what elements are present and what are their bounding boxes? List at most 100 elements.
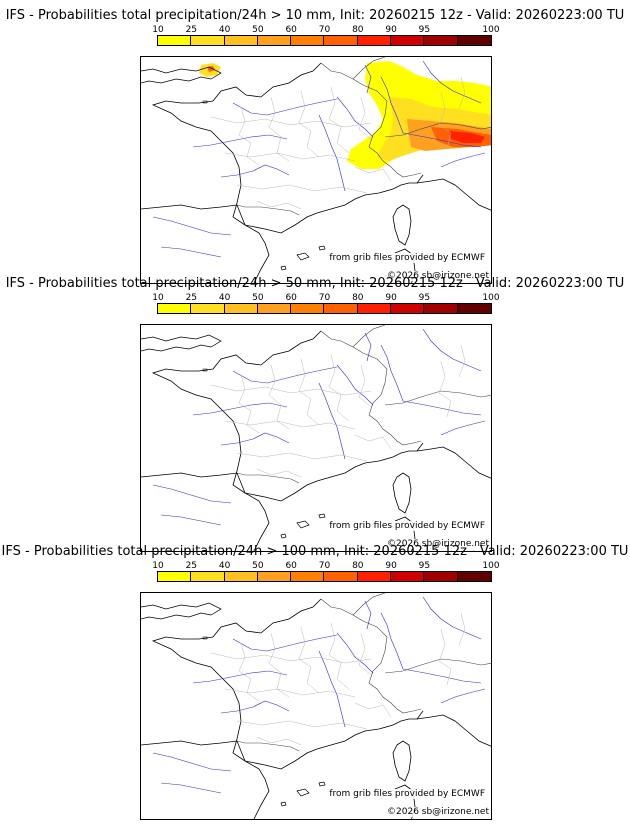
border-france-belgium-germany	[320, 62, 422, 178]
map-background	[141, 593, 491, 819]
source-credit: from grib files provided by ECMWF	[329, 253, 485, 263]
precipitation-map: from grib files provided by ECMWF ©2026 …	[140, 56, 492, 284]
island-mallorca	[296, 520, 310, 529]
coastline-italy	[416, 446, 491, 479]
border-pyrenees	[236, 204, 300, 216]
border-pyrenees	[236, 740, 300, 752]
map-canvas	[141, 325, 491, 551]
colorbar-segment	[257, 304, 292, 313]
colorbar-segment	[424, 572, 458, 581]
colorbar-bar	[157, 35, 492, 46]
colorbar-tick-label: 10	[152, 293, 164, 303]
rivers	[152, 596, 486, 794]
colorbar-segment	[224, 304, 258, 313]
admin-boundaries	[210, 76, 466, 210]
panel-title: IFS - Probabilities total precipitation/…	[5, 276, 625, 291]
colorbar-segment	[324, 572, 358, 581]
colorbar-tick-label: 70	[318, 293, 331, 303]
border-france-belgium-germany	[320, 598, 422, 714]
colorbar-tick-label: 90	[385, 293, 397, 303]
colorbar-tick-label: 60	[285, 561, 297, 571]
colorbar-segment	[158, 304, 192, 313]
coastline-spain	[141, 740, 270, 819]
colorbar-tick-label: 95	[418, 561, 431, 571]
coastline-italy	[416, 178, 491, 211]
colorbar-segment	[257, 572, 292, 581]
colorbar-segment	[224, 36, 258, 45]
colorbar-tick-label: 50	[252, 25, 264, 35]
colorbar-segment	[324, 36, 358, 45]
colorbar-tick-label: 25	[185, 561, 198, 571]
admin-boundaries	[210, 344, 466, 478]
colorbar-segment	[291, 572, 325, 581]
colorbar-segment	[357, 304, 392, 313]
coastline-france	[151, 330, 424, 502]
island-ibiza	[280, 265, 287, 271]
island-corsica	[392, 472, 412, 514]
colorbar-tick-label: 80	[352, 561, 364, 571]
colorbar-segment	[424, 36, 458, 45]
precipitation-map: from grib files provided by ECMWF ©2026 …	[140, 592, 492, 820]
colorbar-tick-label: 50	[252, 561, 264, 571]
island-ibiza	[280, 533, 287, 539]
coastline-spain	[141, 472, 270, 551]
border-swiss-italy	[384, 658, 491, 674]
admin-boundaries	[210, 612, 466, 746]
colorbar-tick-label: 25	[185, 25, 198, 35]
rivers	[152, 60, 486, 258]
map-canvas	[141, 593, 491, 819]
colorbar-tick-label: 100	[482, 25, 500, 35]
colorbar-tick-label: 90	[385, 561, 397, 571]
panel-title: IFS - Probabilities total precipitation/…	[1, 544, 629, 559]
colorbar-tick-label: 40	[218, 561, 231, 571]
island-ibiza	[280, 801, 287, 807]
border-swiss-italy	[384, 122, 491, 138]
colorbar-segment	[357, 36, 392, 45]
colorbar-tick-label: 40	[218, 293, 231, 303]
coastline-france	[151, 62, 424, 234]
map-canvas	[141, 57, 491, 283]
probability-colorbar: 10 25 40 50 60 70 80 90 95 100	[152, 561, 500, 583]
border-germany	[352, 593, 386, 616]
colorbar-tick-label: 60	[285, 25, 297, 35]
probability-colorbar: 10 25 40 50 60 70 80 90 95 100	[152, 25, 500, 47]
border-france-belgium-germany	[320, 330, 422, 446]
precip-core-dover	[207, 66, 215, 72]
colorbar-segment	[158, 36, 192, 45]
colorbar-segment	[457, 36, 491, 45]
colorbar-segment	[357, 572, 392, 581]
island-mallorca	[296, 788, 310, 797]
colorbar-segment	[158, 572, 192, 581]
colorbar-segment	[224, 572, 258, 581]
colorbar-segment	[324, 304, 358, 313]
forecast-panel-3: IFS - Probabilities total precipitation/…	[0, 544, 630, 820]
probability-colorbar: 10 25 40 50 60 70 80 90 95 100	[152, 293, 500, 315]
source-credit: from grib files provided by ECMWF	[329, 789, 485, 799]
coastline-france	[151, 598, 424, 770]
colorbar-segment	[291, 36, 325, 45]
colorbar-bar	[157, 571, 492, 582]
colorbar-segment	[191, 36, 225, 45]
colorbar-tick-label: 60	[285, 293, 297, 303]
forecast-panel-2: IFS - Probabilities total precipitation/…	[0, 276, 630, 552]
coastline-england	[141, 66, 222, 84]
island-menorca	[318, 513, 326, 519]
colorbar-segment	[391, 304, 425, 313]
coastline-england	[141, 602, 222, 620]
colorbar-tick-label: 50	[252, 293, 264, 303]
border-germany	[352, 57, 386, 80]
coastline-italy	[416, 714, 491, 747]
copyright-credit: ©2026 sb@irizone.net	[387, 271, 489, 281]
colorbar-tick-label: 70	[318, 25, 331, 35]
island-menorca	[318, 781, 326, 787]
island-corsica	[392, 204, 412, 246]
colorbar-tick-label: 10	[152, 561, 164, 571]
colorbar-tick-label: 95	[418, 293, 431, 303]
colorbar-tick-label: 80	[352, 25, 364, 35]
precipitation-map: from grib files provided by ECMWF ©2026 …	[140, 324, 492, 552]
colorbar-tick-label: 100	[482, 293, 500, 303]
colorbar-tick-label: 40	[218, 25, 231, 35]
island-mallorca	[296, 252, 310, 261]
colorbar-tick-label: 70	[318, 561, 331, 571]
colorbar-tick-label: 95	[418, 25, 431, 35]
